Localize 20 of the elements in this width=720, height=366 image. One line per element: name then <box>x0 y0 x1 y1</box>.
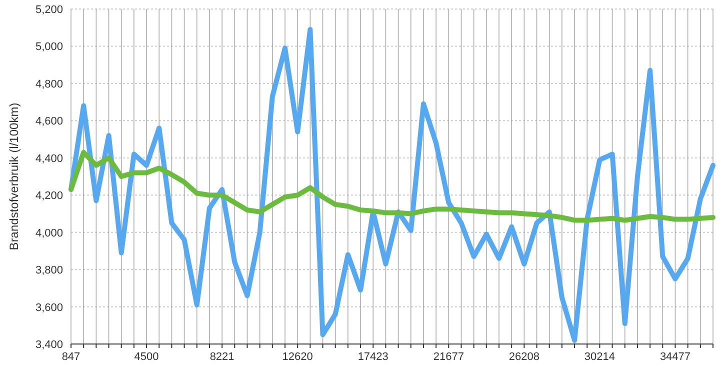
y-tick-label: 4,600 <box>35 116 63 128</box>
x-tick-label: 4500 <box>134 351 159 363</box>
y-tick-label: 4,800 <box>35 78 63 90</box>
x-tick-label: 17423 <box>358 351 388 363</box>
y-tick-label: 4,400 <box>35 152 63 165</box>
y-tick-label: 4,000 <box>35 227 63 240</box>
x-tick-label: 34477 <box>660 351 691 363</box>
x-tick-label: 12620 <box>282 351 313 363</box>
y-tick-label: 3,800 <box>35 264 63 277</box>
x-tick-label: 30214 <box>584 351 616 363</box>
y-tick-label: 3,600 <box>35 302 63 314</box>
y-tick-label: 5,000 <box>35 41 63 54</box>
x-tick-label: 21677 <box>433 351 464 363</box>
y-tick-label: 4,200 <box>35 190 63 202</box>
x-tick-label: 26208 <box>508 351 540 363</box>
y-tick-label: 5,200 <box>35 4 63 16</box>
x-tick-label: 8221 <box>210 351 234 363</box>
x-tick-label: 847 <box>62 351 80 363</box>
y-tick-label: 3,400 <box>35 339 63 351</box>
y-axis-title: Brandstofverbruik (l/100km) <box>7 102 21 250</box>
